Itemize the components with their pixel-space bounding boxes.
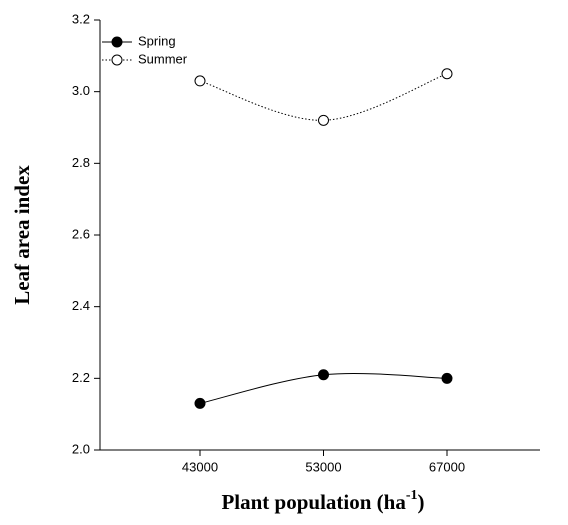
x-tick-label: 67000 <box>429 459 465 474</box>
data-point <box>441 372 453 384</box>
legend-label: Spring <box>138 33 176 48</box>
x-axis-label-end: ) <box>418 490 425 514</box>
y-tick-label: 2.4 <box>72 298 90 313</box>
y-tick-label: 2.2 <box>72 370 90 385</box>
y-tick-label: 3.0 <box>72 83 90 98</box>
y-axis-label: Leaf area index <box>10 165 34 305</box>
legend-label: Summer <box>138 51 188 66</box>
x-axis-label: Plant population (ha-1) <box>221 488 424 514</box>
legend-marker <box>111 36 123 48</box>
x-axis-label-main: Plant population (ha <box>221 490 406 514</box>
data-point <box>318 114 329 126</box>
x-tick-label: 43000 <box>182 459 218 474</box>
data-point <box>194 75 206 87</box>
x-axis-label-sup: -1 <box>406 488 418 503</box>
series-line <box>199 73 448 121</box>
data-point <box>318 369 329 381</box>
x-tick-label: 53000 <box>305 459 341 474</box>
y-tick-label: 2.8 <box>72 155 90 170</box>
data-point <box>441 68 453 80</box>
y-tick-label: 2.6 <box>72 226 90 241</box>
y-tick-label: 2.0 <box>72 441 90 456</box>
data-point <box>194 397 206 409</box>
y-tick-label: 3.2 <box>72 11 90 26</box>
legend-marker <box>111 54 123 66</box>
